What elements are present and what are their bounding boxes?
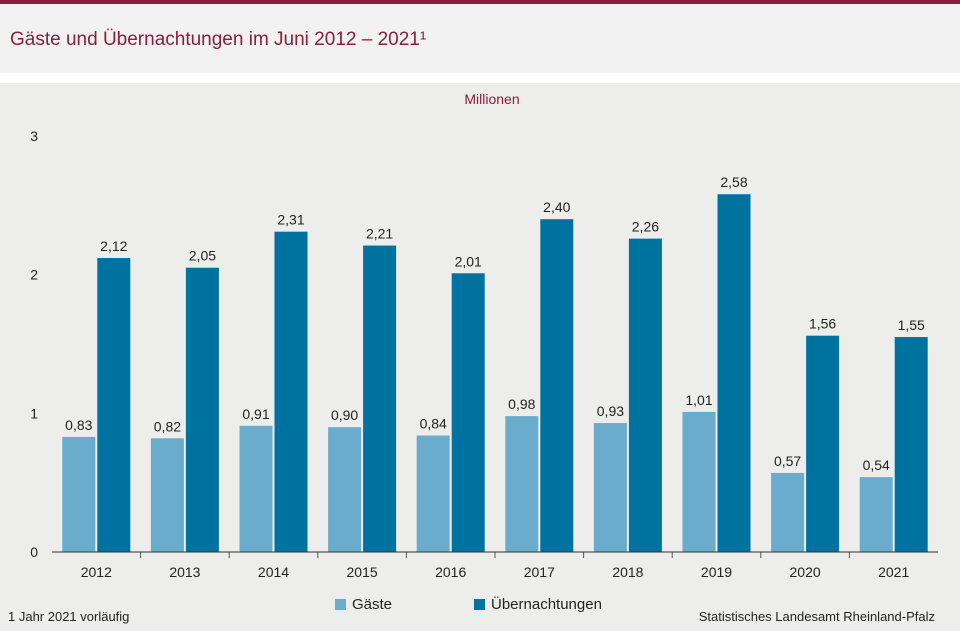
chart-header: Gäste und Übernachtungen im Juni 2012 – … (0, 4, 960, 73)
bar-uebernachtungen (806, 335, 840, 552)
header-separator (0, 73, 960, 83)
data-label-gaeste: 0,93 (597, 403, 624, 419)
legend-item-uebernachtungen: Übernachtungen (474, 596, 602, 613)
data-label-gaeste: 0,57 (774, 453, 801, 469)
y-tick-label: 3 (30, 128, 38, 144)
bar-uebernachtungen (451, 273, 485, 552)
unit-label: Millionen (464, 91, 519, 107)
bar-gaeste (150, 438, 184, 552)
data-label-gaeste: 0,91 (242, 406, 269, 422)
y-tick-label: 2 (30, 267, 38, 283)
legend-label-uebernachtungen: Übernachtungen (491, 596, 602, 613)
data-label-gaeste: 1,01 (685, 392, 712, 408)
x-tick-label: 2013 (169, 564, 200, 580)
bar-gaeste (62, 436, 96, 552)
data-label-gaeste: 0,90 (331, 407, 358, 423)
top-accent-bar (0, 0, 960, 4)
data-label-uebernachtungen: 1,55 (898, 317, 925, 333)
legend-swatch-uebernachtungen (474, 599, 485, 610)
data-label-uebernachtungen: 2,26 (632, 219, 659, 235)
bar-uebernachtungen (717, 194, 751, 553)
data-label-uebernachtungen: 2,21 (366, 226, 393, 242)
x-tick-label: 2017 (524, 564, 555, 580)
legend-label-gaeste: Gäste (352, 596, 393, 613)
x-tick-label: 2016 (435, 564, 466, 580)
data-label-uebernachtungen: 2,31 (277, 212, 304, 228)
bar-gaeste (593, 423, 627, 552)
footnote: 1 Jahr 2021 vorläufig (8, 609, 130, 624)
x-tick-label: 2019 (701, 564, 732, 580)
data-label-uebernachtungen: 2,12 (100, 238, 127, 254)
x-tick-label: 2014 (258, 564, 289, 580)
chart-title: Gäste und Übernachtungen im Juni 2012 – … (10, 29, 427, 50)
x-tick-label: 2012 (81, 564, 112, 580)
data-label-uebernachtungen: 2,05 (189, 248, 216, 264)
data-label-uebernachtungen: 2,40 (543, 199, 570, 215)
legend: Gäste Übernachtungen (0, 596, 960, 614)
legend-item-gaeste: Gäste (335, 596, 392, 613)
x-tick-label: 2015 (347, 564, 378, 580)
data-label-gaeste: 0,82 (154, 418, 181, 434)
bar-uebernachtungen (540, 219, 574, 552)
bar-uebernachtungen (363, 245, 397, 552)
legend-swatch-gaeste (335, 599, 346, 610)
source-credit: Statistisches Landesamt Rheinland-Pfalz (698, 609, 935, 624)
bar-uebernachtungen (628, 238, 662, 552)
x-tick-label: 2021 (878, 564, 909, 580)
data-label-gaeste: 0,54 (863, 457, 890, 473)
data-label-gaeste: 0,84 (420, 416, 447, 432)
data-label-uebernachtungen: 2,58 (720, 174, 747, 190)
data-label-uebernachtungen: 1,56 (809, 316, 836, 332)
y-tick-label: 0 (30, 544, 38, 560)
x-tick-label: 2020 (790, 564, 821, 580)
bar-uebernachtungen (185, 267, 219, 552)
data-label-gaeste: 0,83 (65, 417, 92, 433)
bar-uebernachtungen (894, 337, 928, 552)
bar-gaeste (859, 477, 893, 552)
bar-gaeste (505, 416, 539, 552)
y-tick-label: 1 (30, 405, 38, 421)
bar-gaeste (239, 425, 273, 552)
data-label-uebernachtungen: 2,01 (455, 253, 482, 269)
bar-gaeste (682, 411, 716, 552)
bar-gaeste (771, 472, 805, 552)
data-label-gaeste: 0,98 (508, 396, 535, 412)
bar-gaeste (328, 427, 362, 552)
bar-gaeste (416, 435, 450, 552)
bar-uebernachtungen (97, 258, 131, 552)
bar-uebernachtungen (274, 231, 308, 552)
x-tick-label: 2018 (612, 564, 643, 580)
